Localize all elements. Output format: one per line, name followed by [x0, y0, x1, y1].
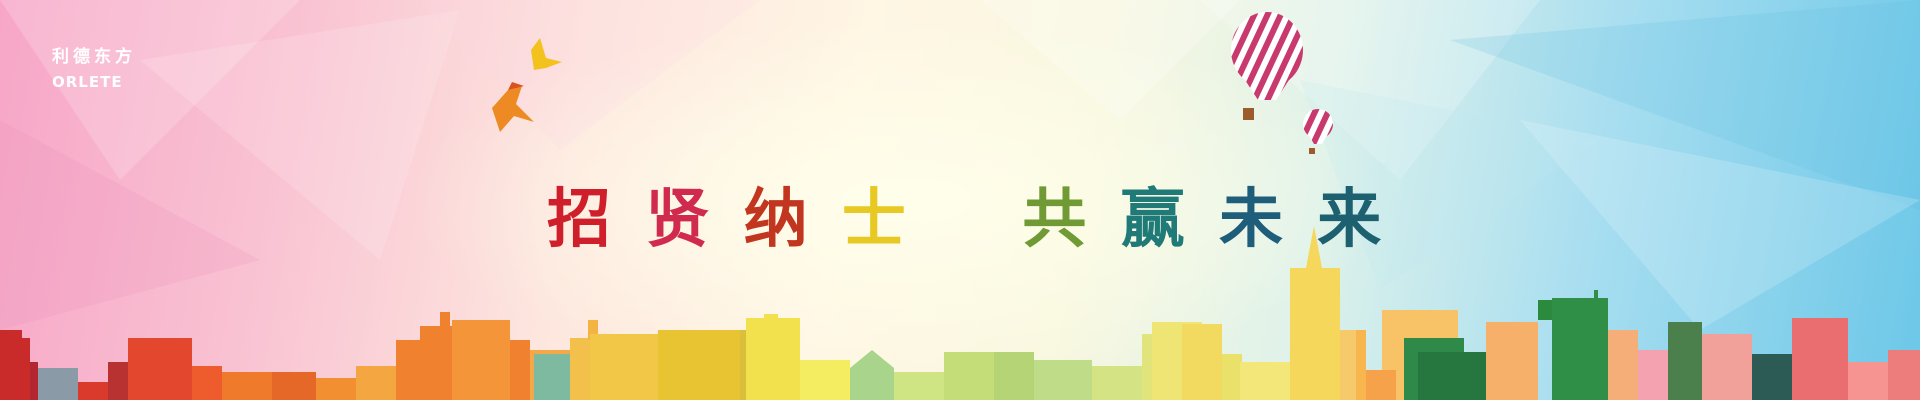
headline-char: 士	[841, 182, 912, 257]
recruitment-headline: 招 贤 纳 士 共 赢 未 来	[547, 168, 1387, 260]
hot-air-balloon-icon	[1231, 12, 1303, 120]
brand-name-english: ORLETE	[52, 73, 123, 91]
headline-char: 共	[1022, 182, 1093, 257]
headline-char: 未	[1218, 182, 1289, 257]
brand-logo: 利德东方 ORLETE	[52, 42, 136, 91]
hot-air-balloon-icon	[1303, 109, 1333, 154]
headline-char: 贤	[645, 182, 716, 257]
headline-char: 招	[547, 182, 617, 257]
bird-icon	[492, 82, 534, 132]
headline-char: 纳	[743, 182, 814, 257]
headline-char: 赢	[1120, 182, 1191, 257]
bird-icon	[531, 38, 562, 70]
headline-char: 来	[1317, 182, 1388, 257]
brand-name-chinese: 利德东方	[52, 47, 136, 67]
